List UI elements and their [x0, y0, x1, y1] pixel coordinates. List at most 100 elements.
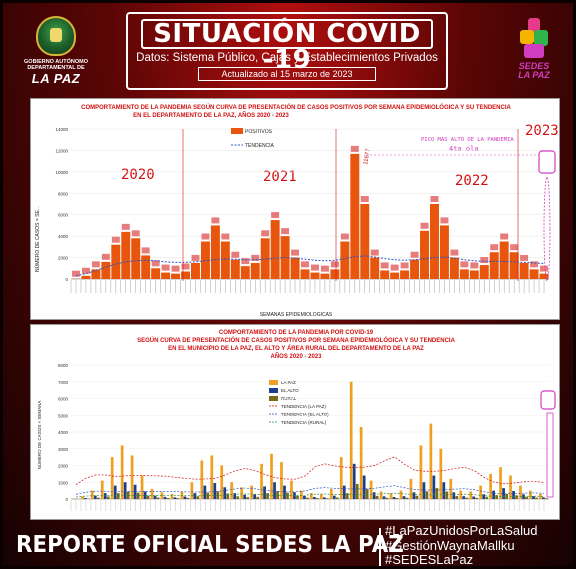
chart1-bar-value-label [410, 251, 419, 258]
chart2-ytick-label: 8000 [58, 363, 69, 368]
chart1-bar-value-label [311, 264, 319, 271]
chart2-bar-rural [156, 497, 160, 499]
chart2-bar-rural [226, 493, 230, 499]
chart1-bar [220, 241, 230, 279]
chart2-bar-el-alto [362, 475, 366, 499]
chart1-bar [250, 262, 260, 279]
chart1-bar [191, 262, 200, 279]
chart1-ytick-label: 12000 [55, 148, 68, 153]
chart2-bar-el-alto [113, 485, 117, 499]
chart1-bar-value-label [201, 233, 210, 240]
chart2-bar-rural [415, 495, 419, 499]
chart2-bar-rural [136, 492, 140, 499]
year-label-2021: 2021 [263, 169, 297, 185]
chart2-bar-el-alto [422, 482, 426, 499]
chart2-bar-la-paz [240, 487, 244, 499]
title-box: SITUACIÓN COVID -19 Datos: Sistema Públi… [126, 12, 448, 90]
chart1-bar [141, 255, 151, 279]
chart2-ytick-label: 6000 [58, 397, 69, 402]
chart2-bar-la-paz [379, 491, 383, 499]
chart2-bar-rural [405, 497, 409, 499]
chart1-bar [539, 273, 549, 279]
chart1-bar-value-label [231, 251, 240, 258]
chart1-bar-value-label [81, 267, 90, 274]
chart1-ytick-label: 6000 [58, 213, 69, 218]
chart2-bar-la-paz [310, 493, 313, 499]
hashtag-3[interactable]: #SEDESLaPaz [385, 552, 474, 567]
chart1-bar-value-label [161, 264, 170, 271]
chart2-bar-la-paz [260, 463, 263, 499]
chart1-bar [111, 244, 121, 279]
chart2-legend-trend-rural: TENDENCIA (RURAL) [281, 420, 327, 425]
chart1-bar [529, 269, 539, 279]
chart1-bar [469, 270, 479, 279]
chart2-bar-la-paz [419, 445, 423, 499]
chart2-bar-el-alto [402, 496, 406, 499]
chart1-bar-value-label [131, 230, 140, 237]
chart2-bar-la-paz [399, 490, 403, 499]
chart1-bar [430, 204, 439, 279]
chart2-bar-la-paz [150, 488, 154, 499]
chart1-bar-value-label [141, 247, 150, 254]
chart2-bar-la-paz [290, 480, 293, 499]
chart2-bar-el-alto [372, 492, 376, 499]
chart1-bar [91, 269, 101, 279]
chart1-bar [290, 257, 300, 279]
chart2-legend-trend-lapaz: TENDENCIA (LA PAZ) [281, 404, 326, 409]
chart1-ytick-label: 4000 [58, 234, 69, 239]
chart2-bar-la-paz [339, 457, 343, 499]
chart2-bar-el-alto [322, 497, 326, 499]
chart1-bar-value-label [301, 261, 309, 268]
chart-department-svg: COMPORTAMIENTO DE LA PANDEMIA SEGÚN CURV… [34, 103, 559, 318]
chart2-bar-el-alto [452, 492, 456, 499]
chart1-bar-value-label [101, 253, 110, 260]
chart2-legend-swatch [269, 396, 278, 401]
chart2-bar-rural [186, 497, 190, 499]
chart2-bar-la-paz [180, 491, 184, 499]
gobernacion-logo: GOBIERNO AUTÓNOMO DEPARTAMENTAL DE LA PA… [14, 16, 98, 98]
chart2-bar-rural [535, 497, 538, 499]
chart2-bar-rural [375, 495, 379, 499]
chart2-bar-la-paz [529, 490, 532, 499]
gov-text-la-paz: LA PAZ [31, 71, 81, 86]
chart2-bar-rural [445, 491, 449, 499]
chart2-subtitle-3: AÑOS 2020 - 2023 [270, 353, 322, 360]
chart2-bar-rural [365, 488, 369, 499]
chart2-bar-el-alto [412, 492, 416, 499]
chart1-legend-tendencia: TENDENCIA [245, 143, 275, 149]
chart1-ytick-label: 0 [65, 277, 68, 282]
chart1-bar-value-label [510, 244, 519, 251]
chart1-bar [330, 269, 340, 279]
chart1-bar [449, 257, 459, 279]
chart1-title: COMPORTAMIENTO DE LA PANDEMIA SEGÚN CURV… [81, 103, 511, 111]
chart2-bar-la-paz [230, 482, 234, 499]
chart2-bar-rural [316, 498, 319, 499]
chart2-bar-rural [385, 497, 389, 499]
chart2-bar-la-paz [479, 485, 483, 499]
chart2-bar-la-paz [110, 457, 114, 499]
hashtag-1[interactable]: #LaPazUnidosPorLaSalud [385, 523, 538, 538]
page-subtitle: Datos: Sistema Público, Cajas y Establec… [136, 52, 438, 64]
chart2-bar-rural [256, 496, 260, 499]
chart2-bar-la-paz [120, 445, 124, 499]
chart2-bar-rural [266, 493, 269, 499]
chart1-bar [439, 225, 449, 279]
hashtag-2[interactable]: #GestiónWaynaMallku [385, 537, 515, 553]
gov-text-line-2: DEPARTAMENTAL DE [27, 65, 85, 71]
chart1-bar-value-label [191, 254, 200, 261]
chart1-bar-value-label [440, 217, 449, 224]
chart1-bar-value-label [171, 265, 180, 272]
chart1-bar-value-label [480, 257, 489, 264]
chart2-bar-la-paz [539, 493, 542, 499]
chart1-bar-value-label [241, 258, 250, 265]
chart2-bar-la-paz [300, 490, 303, 499]
chart2-bar-rural [455, 495, 459, 499]
chart2-legend-swatch [269, 388, 278, 393]
chart2-bar-el-alto [332, 495, 336, 499]
chart1-bar-value-label [360, 196, 369, 202]
chart2-bar-la-paz [190, 482, 194, 499]
chart1-ytick-label: 14000 [55, 127, 68, 132]
chart1-bar-value-label [520, 254, 529, 261]
chart2-bar-el-alto [183, 496, 187, 499]
chart2-ytick-label: 7000 [58, 380, 69, 385]
